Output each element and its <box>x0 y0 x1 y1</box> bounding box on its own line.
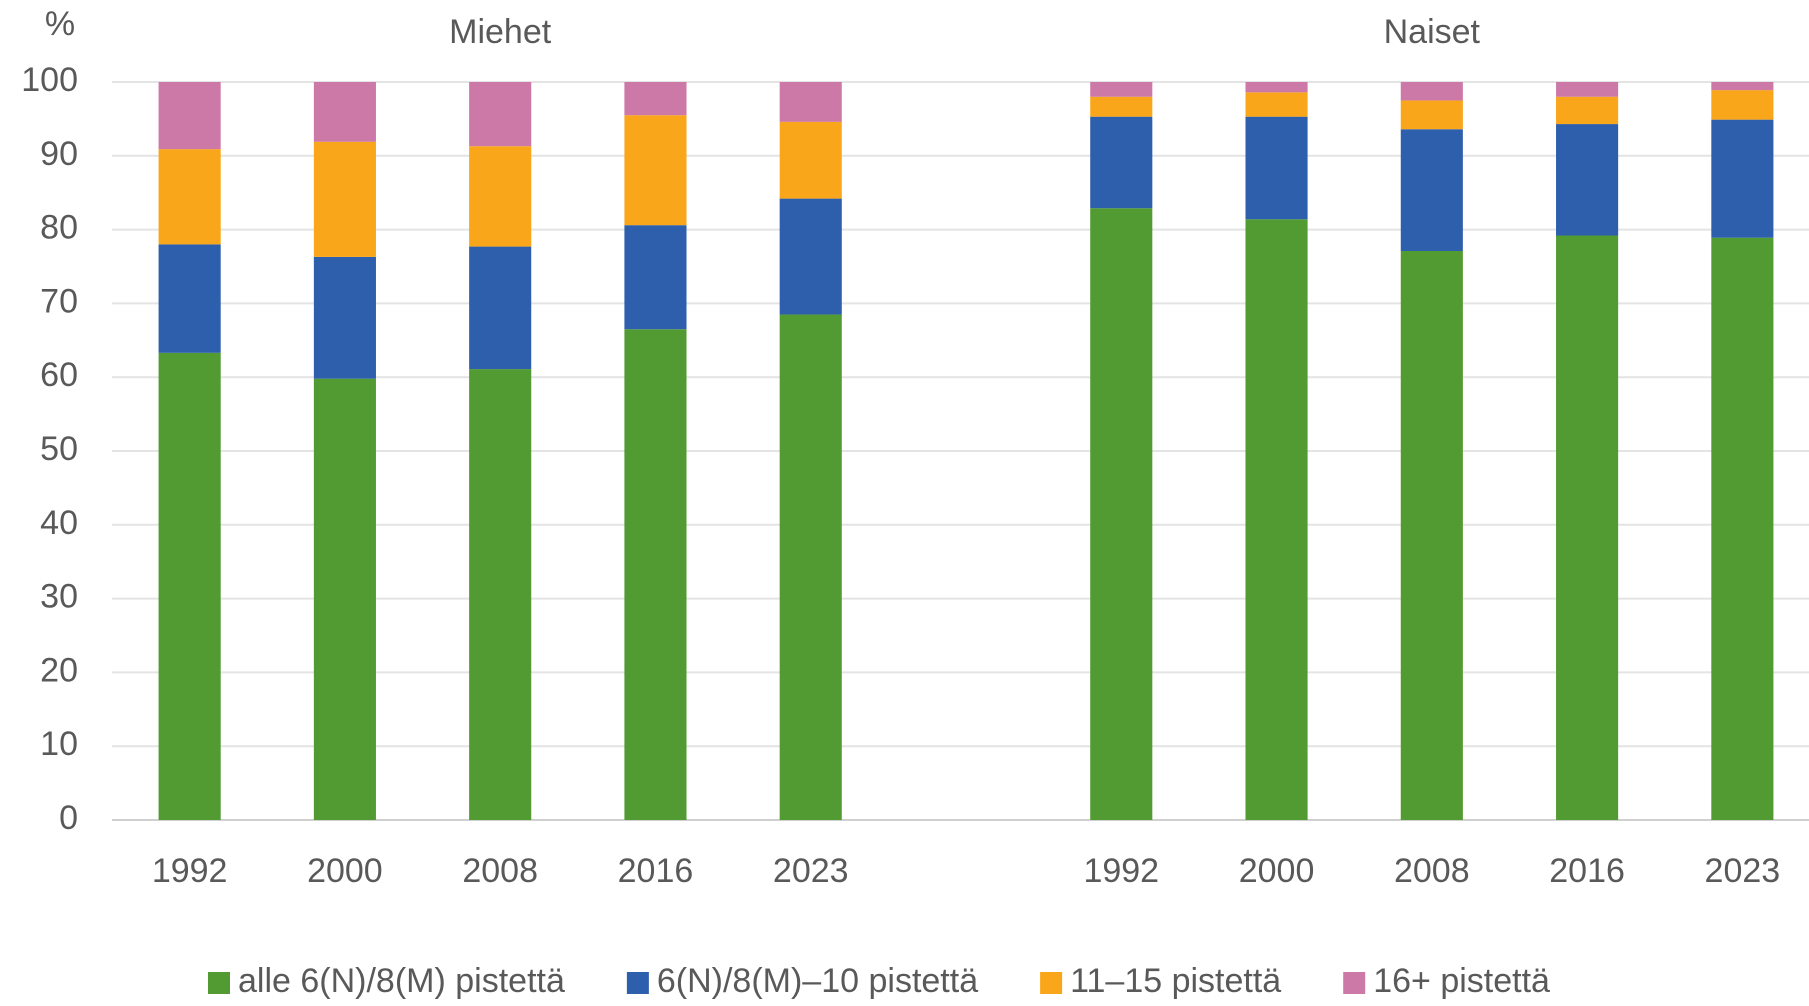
bar-segment <box>313 378 376 820</box>
x-tick-label: 2000 <box>307 852 383 890</box>
bar-segment <box>1711 90 1774 120</box>
x-tick-label: 1992 <box>1083 852 1159 890</box>
x-tick-label: 2023 <box>773 852 849 890</box>
y-axis-label: % <box>45 5 75 43</box>
bar-segment <box>1090 82 1153 97</box>
bar-segment <box>779 82 842 122</box>
y-tick-label: 20 <box>40 651 78 689</box>
bar-segment <box>624 115 687 226</box>
bar-segment <box>158 352 221 820</box>
bar-segment <box>1556 82 1619 97</box>
bar-segment <box>779 198 842 315</box>
bar-segment <box>1556 96 1619 125</box>
bar-segment <box>624 225 687 330</box>
bar-segment <box>624 82 687 116</box>
bar-segment <box>1400 251 1463 820</box>
bar-segment <box>779 314 842 820</box>
bar-segment <box>1400 82 1463 101</box>
y-tick-label: 90 <box>40 135 78 173</box>
bar-segment <box>313 256 376 379</box>
bar-segment <box>469 246 532 370</box>
y-tick-label: 30 <box>40 578 78 616</box>
bar-segment <box>158 244 221 353</box>
bar-segment <box>1245 116 1308 220</box>
y-tick-label: 60 <box>40 356 78 394</box>
legend-label: alle 6(N)/8(M) pistettä <box>238 962 565 1000</box>
y-tick-label: 10 <box>40 725 78 763</box>
y-tick-label: 50 <box>40 430 78 468</box>
bar-segment <box>1711 82 1774 91</box>
bar-segment <box>1556 235 1619 820</box>
legend-swatch <box>1343 972 1366 994</box>
legend-swatch <box>208 972 230 994</box>
bar-segment <box>779 121 842 199</box>
x-tick-label: 2008 <box>1394 852 1470 890</box>
x-tick-label: 2023 <box>1705 852 1781 890</box>
bar-segment <box>1711 119 1774 238</box>
panel-title: Naiset <box>1384 13 1481 51</box>
legend-label: 11–15 pistettä <box>1070 962 1281 1000</box>
y-tick-label: 0 <box>59 799 78 837</box>
x-tick-label: 2016 <box>1549 852 1625 890</box>
bar-segment <box>469 82 532 147</box>
bar-segment <box>313 141 376 257</box>
bar-segment <box>1090 96 1153 117</box>
bar-segment <box>1556 124 1619 236</box>
legend-swatch <box>626 972 649 994</box>
bar-segment <box>1400 129 1463 252</box>
legend-label: 16+ pistettä <box>1373 962 1550 1000</box>
x-tick-label: 2008 <box>462 852 538 890</box>
bar-segment <box>158 82 221 150</box>
bar-segment <box>469 369 532 820</box>
bar-segment <box>158 149 221 245</box>
bar-segment <box>1245 92 1308 117</box>
x-tick-label: 2016 <box>618 852 694 890</box>
legend-swatch <box>1040 972 1063 994</box>
bar-segment <box>1245 82 1308 93</box>
x-tick-label: 1992 <box>152 852 228 890</box>
legend-label: 6(N)/8(M)–10 pistettä <box>657 962 978 1000</box>
bar-segment <box>1090 208 1153 820</box>
y-tick-label: 80 <box>40 209 78 247</box>
bar-segment <box>624 329 687 820</box>
panel-title: Miehet <box>449 13 552 51</box>
bar-segment <box>469 146 532 247</box>
y-tick-label: 70 <box>40 282 78 320</box>
bar-segment <box>1245 219 1308 820</box>
bar-segment <box>1711 237 1774 820</box>
x-tick-label: 2000 <box>1239 852 1315 890</box>
bar-segment <box>313 82 376 142</box>
bar-segment <box>1090 116 1153 209</box>
y-tick-label: 100 <box>21 61 78 99</box>
y-tick-label: 40 <box>40 504 78 542</box>
bar-segment <box>1400 100 1463 130</box>
